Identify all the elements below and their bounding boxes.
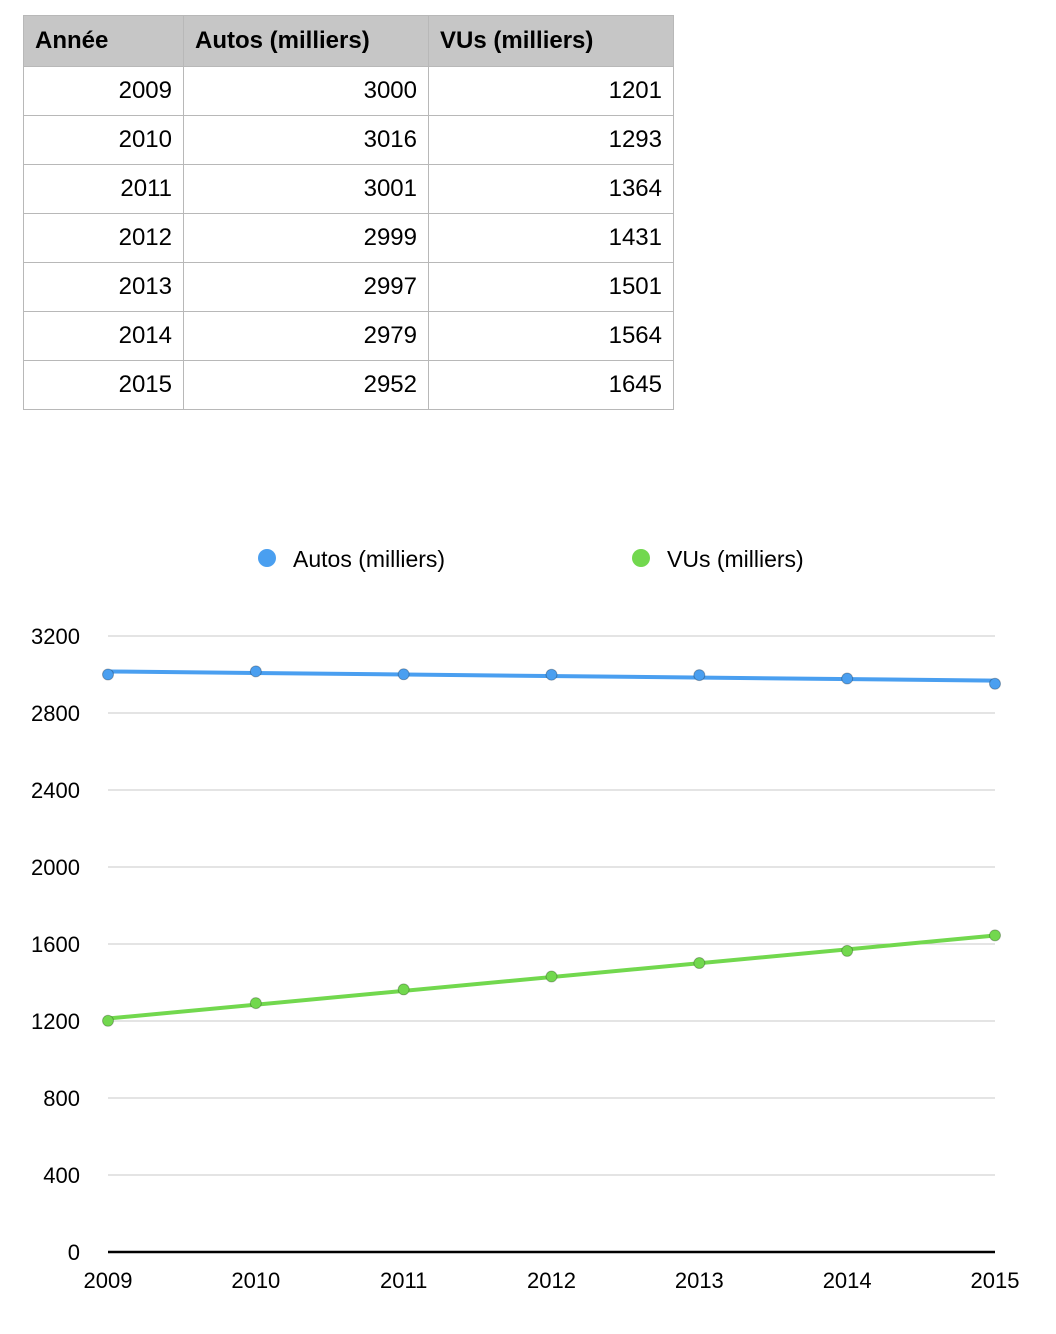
y-tick-label: 2800 <box>31 701 80 726</box>
y-tick-label: 1600 <box>31 932 80 957</box>
x-tick-label: 2009 <box>84 1268 133 1293</box>
x-tick-label: 2010 <box>231 1268 280 1293</box>
data-point <box>545 970 558 983</box>
cell-vus: 1564 <box>428 311 674 361</box>
table-row: 2014 2979 1564 <box>23 311 674 361</box>
cell-autos: 2979 <box>183 311 429 361</box>
cell-vus: 1364 <box>428 164 674 214</box>
cell-vus: 1293 <box>428 115 674 165</box>
x-tick-label: 2012 <box>527 1268 576 1293</box>
cell-year: 2012 <box>23 213 184 263</box>
legend-label: Autos (milliers) <box>293 546 445 572</box>
legend-marker <box>632 549 650 567</box>
y-axis-ticks: 0 400 800 1200 1600 2000 2400 2800 3200 <box>31 624 80 1265</box>
cell-autos: 3016 <box>183 115 429 165</box>
cell-year: 2009 <box>23 66 184 116</box>
data-point <box>989 677 1001 690</box>
cell-year: 2010 <box>23 115 184 165</box>
cell-autos: 3000 <box>183 66 429 116</box>
cell-autos: 2952 <box>183 360 429 410</box>
cell-vus: 1431 <box>428 213 674 263</box>
cell-autos: 3001 <box>183 164 429 214</box>
table-row: 2009 3000 1201 <box>23 66 674 116</box>
data-point <box>249 665 262 678</box>
data-table: Année Autos (milliers) VUs (milliers) 20… <box>23 15 674 410</box>
chart-series <box>102 665 1001 1027</box>
cell-year: 2015 <box>23 360 184 410</box>
legend-marker <box>258 549 276 567</box>
cell-vus: 1645 <box>428 360 674 410</box>
x-tick-label: 2011 <box>380 1268 427 1293</box>
cell-year: 2011 <box>23 164 184 214</box>
table-header-row: Année Autos (milliers) VUs (milliers) <box>23 15 674 67</box>
x-axis-ticks: 2009 2010 2011 2012 2013 2014 2015 <box>84 1268 1020 1293</box>
table-row: 2011 3001 1364 <box>23 164 674 214</box>
chart-legend: Autos (milliers) VUs (milliers) <box>258 546 804 572</box>
data-point <box>397 668 410 681</box>
y-tick-label: 800 <box>43 1086 80 1111</box>
x-tick-label: 2014 <box>823 1268 872 1293</box>
column-header-vus: VUs (milliers) <box>428 15 674 67</box>
column-header-autos: Autos (milliers) <box>183 15 429 67</box>
data-point <box>841 944 854 957</box>
cell-vus: 1201 <box>428 66 674 116</box>
data-point <box>693 957 706 970</box>
cell-autos: 2999 <box>183 213 429 263</box>
table-row: 2013 2997 1501 <box>23 262 674 312</box>
data-point <box>249 997 262 1010</box>
y-tick-label: 1200 <box>31 1009 80 1034</box>
y-tick-label: 3200 <box>31 624 80 649</box>
line-chart: Autos (milliers) VUs (milliers) 0 400 800 12… <box>31 546 1020 1293</box>
data-point <box>841 672 854 685</box>
y-tick-label: 2400 <box>31 778 80 803</box>
table-row: 2015 2952 1645 <box>23 360 674 410</box>
x-tick-label: 2013 <box>675 1268 724 1293</box>
x-tick-label: 2015 <box>971 1268 1020 1293</box>
column-header-annee: Année <box>23 15 184 67</box>
y-tick-label: 0 <box>68 1240 80 1265</box>
chart-gridlines <box>108 635 995 1254</box>
cell-vus: 1501 <box>428 262 674 312</box>
series-vus <box>102 929 1001 1027</box>
data-point <box>693 669 706 682</box>
table-row: 2012 2999 1431 <box>23 213 674 263</box>
legend-item: Autos (milliers) <box>258 546 445 572</box>
cell-year: 2013 <box>23 262 184 312</box>
data-point <box>989 929 1001 942</box>
data-point <box>102 668 114 681</box>
series-autos <box>102 665 1001 690</box>
y-tick-label: 400 <box>43 1163 80 1188</box>
data-point <box>102 1014 114 1027</box>
cell-year: 2014 <box>23 311 184 361</box>
data-point <box>397 983 410 996</box>
data-point <box>545 668 558 681</box>
table-row: 2010 3016 1293 <box>23 115 674 165</box>
legend-label: VUs (milliers) <box>667 546 804 572</box>
cell-autos: 2997 <box>183 262 429 312</box>
legend-item: VUs (milliers) <box>632 546 804 572</box>
y-tick-label: 2000 <box>31 855 80 880</box>
